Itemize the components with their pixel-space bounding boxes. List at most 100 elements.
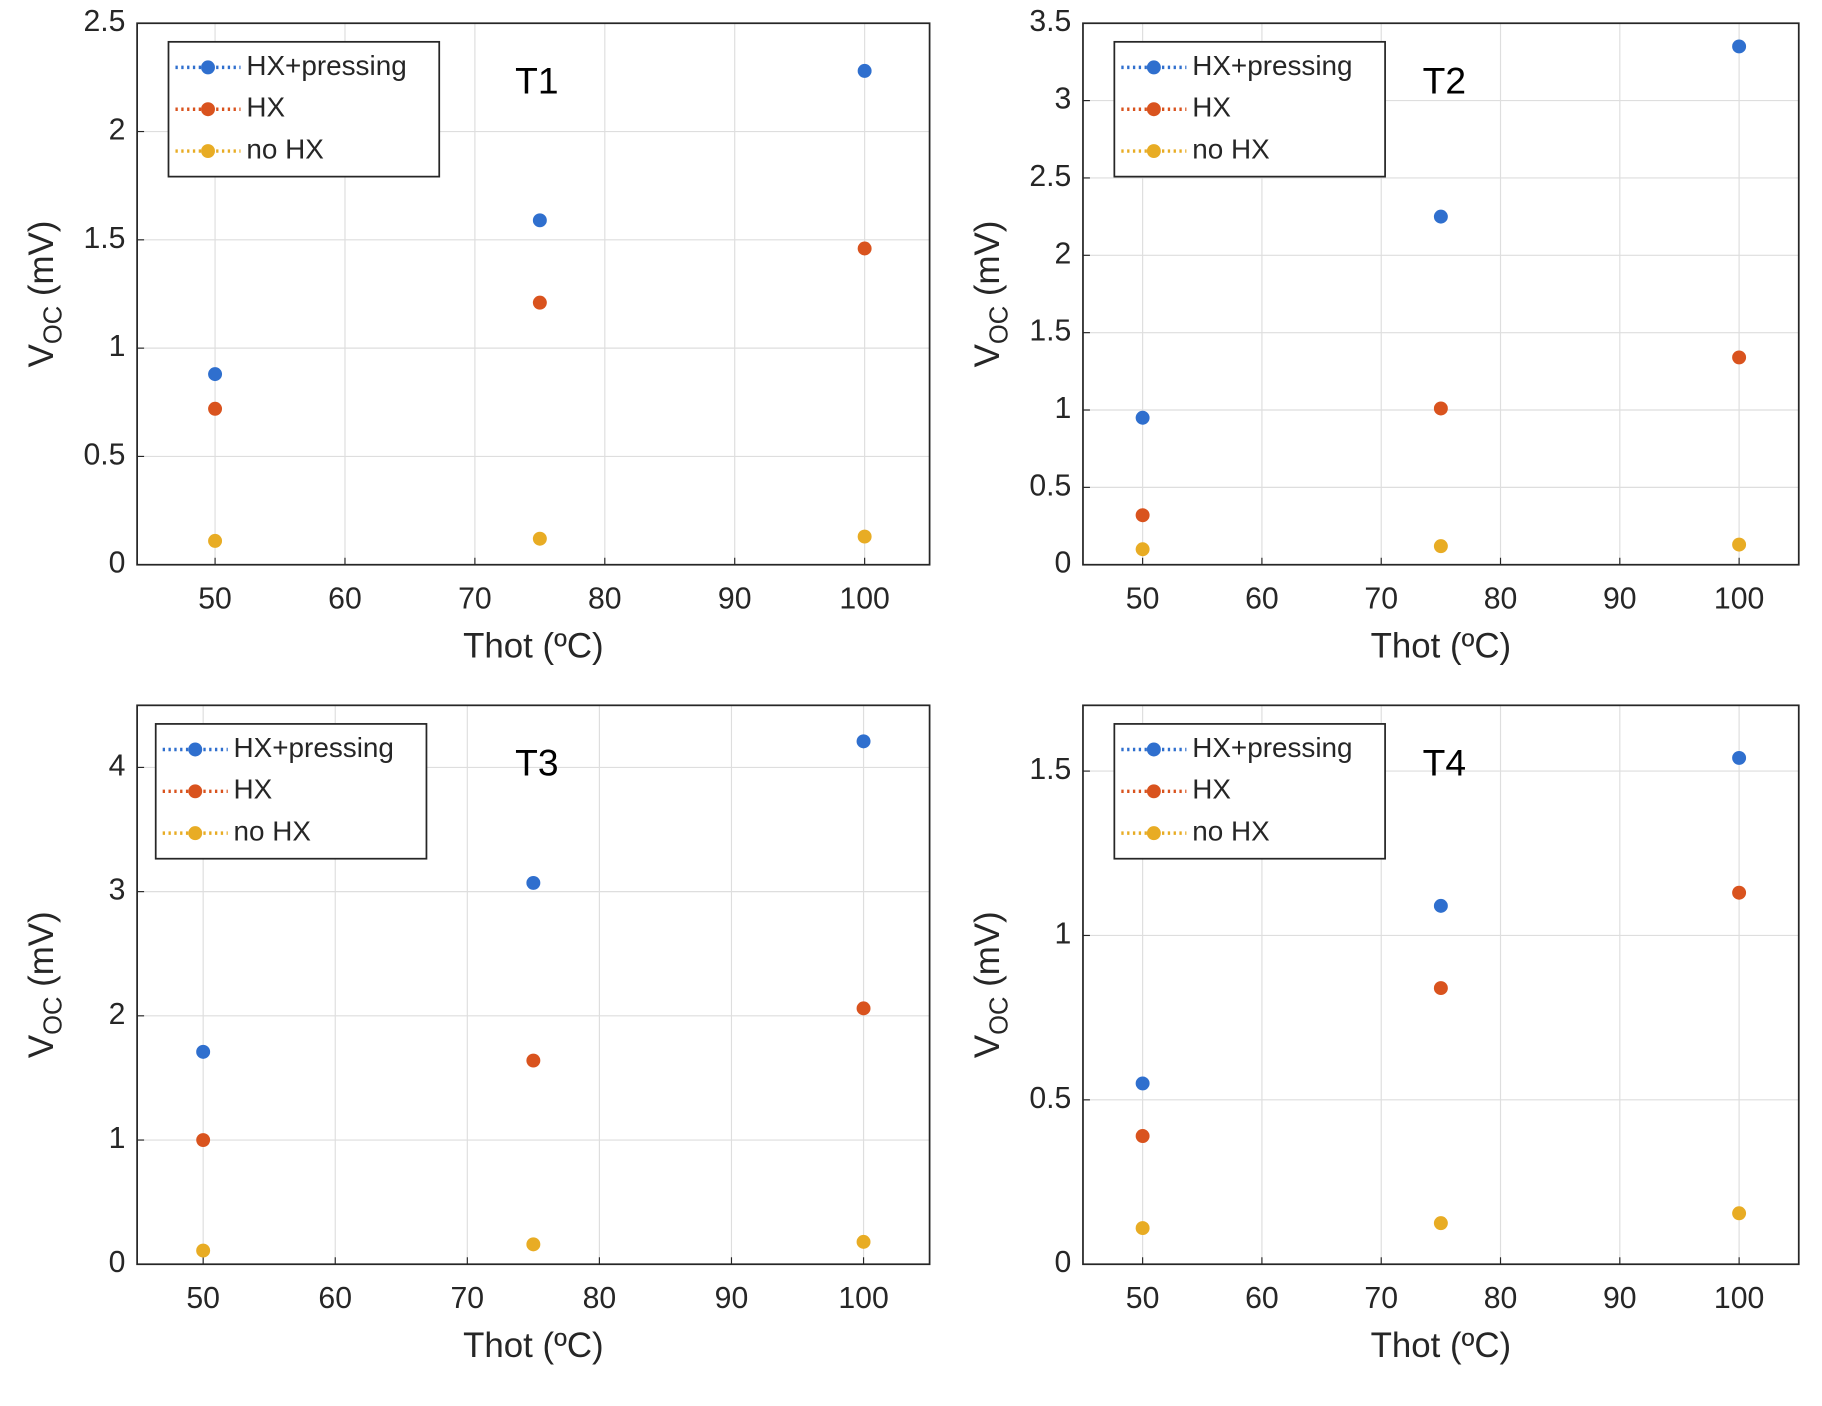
data-point (196, 1133, 211, 1148)
y-axis-label-main: V (968, 1034, 1007, 1058)
chart-title: T4 (1423, 742, 1466, 784)
y-axis-label-sub: OC (39, 997, 67, 1035)
x-tick-label: 100 (1714, 583, 1764, 616)
y-tick-label: 0 (109, 547, 126, 580)
data-point (1135, 542, 1150, 557)
chart-title: T3 (515, 742, 558, 784)
y-axis-label-main: V (968, 343, 1007, 367)
y-tick-label: 1.5 (1029, 315, 1071, 348)
plot-frame (136, 704, 931, 1266)
legend-marker (1146, 60, 1161, 75)
legend-marker (1146, 826, 1161, 841)
x-tick-label: 60 (328, 583, 362, 616)
legend-label: HX (246, 92, 285, 123)
data-point (1732, 537, 1747, 552)
y-axis-label-sub: OC (985, 997, 1013, 1035)
x-tick-label: 70 (458, 583, 492, 616)
x-tick-label: 50 (1126, 583, 1160, 616)
data-point (1135, 1129, 1150, 1143)
y-axis-label: VOC (mV) (968, 911, 1013, 1058)
data-point (532, 295, 547, 310)
legend-label: HX+pressing (246, 50, 406, 81)
x-tick-label: 80 (1484, 583, 1518, 616)
data-point (1433, 1216, 1448, 1231)
data-point (526, 875, 541, 890)
legend-marker (1146, 784, 1161, 799)
y-axis-label-sub: OC (39, 306, 67, 344)
legend-marker (1146, 742, 1161, 757)
y-tick-label: 3 (1055, 83, 1072, 116)
y-tick-label: 2 (1055, 237, 1072, 270)
data-point (1433, 401, 1448, 416)
plot-frame (1082, 704, 1800, 1266)
plot-frame (1082, 22, 1800, 566)
x-axis-label: Thot (ºC) (1371, 627, 1512, 666)
y-axis-label-unit: (mV) (22, 911, 61, 996)
data-point (856, 1001, 871, 1016)
data-point (1135, 1076, 1150, 1091)
y-axis-label-main: V (22, 343, 61, 367)
legend: HX+pressing HX no HX (1113, 723, 1386, 860)
data-point (526, 1053, 541, 1068)
y-axis-label-unit: (mV) (968, 911, 1007, 996)
legend-label: no HX (246, 133, 323, 164)
data-point (532, 531, 547, 546)
data-point (857, 241, 872, 256)
data-point (196, 1044, 211, 1059)
x-tick-label: 50 (1126, 1282, 1160, 1315)
x-tick-label: 70 (1364, 1282, 1398, 1315)
x-tick-label: 90 (1603, 583, 1637, 616)
y-tick-label: 3.5 (1029, 5, 1071, 38)
y-tick-label: 3 (109, 874, 126, 907)
x-axis-label: Thot (ºC) (463, 1326, 603, 1365)
legend-marker (201, 60, 215, 75)
data-point (1135, 508, 1150, 523)
legend-label: HX (1192, 92, 1231, 123)
x-tick-label: 90 (1603, 1282, 1637, 1315)
x-tick-label: 60 (1245, 1282, 1279, 1315)
data-point (1732, 1206, 1747, 1221)
legend-label: HX (234, 774, 273, 805)
legend-marker (188, 742, 203, 757)
data-point (208, 367, 223, 382)
x-tick-label: 50 (186, 1282, 220, 1315)
chart-panel: 50 60 70 80 90 100 0 0.5 1 1.5 Thot (ºC) VOC (mV) HX… (968, 704, 1800, 1365)
y-tick-label: 4 (109, 749, 126, 782)
y-tick-label: 1.5 (1029, 753, 1071, 786)
chart-title: T1 (515, 59, 558, 101)
legend-label: no HX (234, 816, 311, 847)
y-tick-label: 1 (1055, 917, 1072, 950)
data-point (856, 734, 871, 749)
x-tick-label: 60 (1245, 583, 1279, 616)
data-point (208, 533, 223, 548)
x-tick-label: 60 (318, 1282, 352, 1315)
x-axis-label: Thot (ºC) (1371, 1326, 1512, 1365)
x-tick-label: 90 (715, 1282, 749, 1315)
legend-label: no HX (1192, 133, 1269, 164)
legend-label: HX (1192, 774, 1231, 805)
legend-label: no HX (1192, 816, 1269, 847)
y-tick-label: 2.5 (1029, 160, 1071, 193)
data-point (196, 1243, 211, 1258)
legend: HX+pressing HX no HX (167, 40, 441, 178)
chart-panel: 50 60 70 80 90 100 0 0.5 1 1.5 2 2.5 3 3.5 Thot (ºC) VO… (968, 5, 1800, 666)
y-tick-label: 0.5 (83, 438, 125, 471)
y-axis-label: VOC (mV) (22, 221, 67, 368)
plot-frame (136, 22, 931, 566)
data-point (532, 213, 547, 228)
x-tick-label: 70 (451, 1282, 485, 1315)
x-tick-label: 100 (1714, 1282, 1764, 1315)
data-point (856, 1234, 871, 1249)
x-tick-label: 80 (588, 583, 622, 616)
x-tick-label: 100 (839, 583, 889, 616)
y-axis-label-unit: (mV) (968, 221, 1007, 306)
data-point (1433, 209, 1448, 224)
data-point (1135, 1221, 1150, 1236)
y-axis-label-sub: OC (985, 306, 1013, 344)
y-tick-label: 1 (109, 1122, 126, 1155)
x-tick-label: 100 (838, 1282, 888, 1315)
y-tick-label: 2 (109, 114, 126, 147)
y-tick-label: 1 (109, 330, 126, 363)
